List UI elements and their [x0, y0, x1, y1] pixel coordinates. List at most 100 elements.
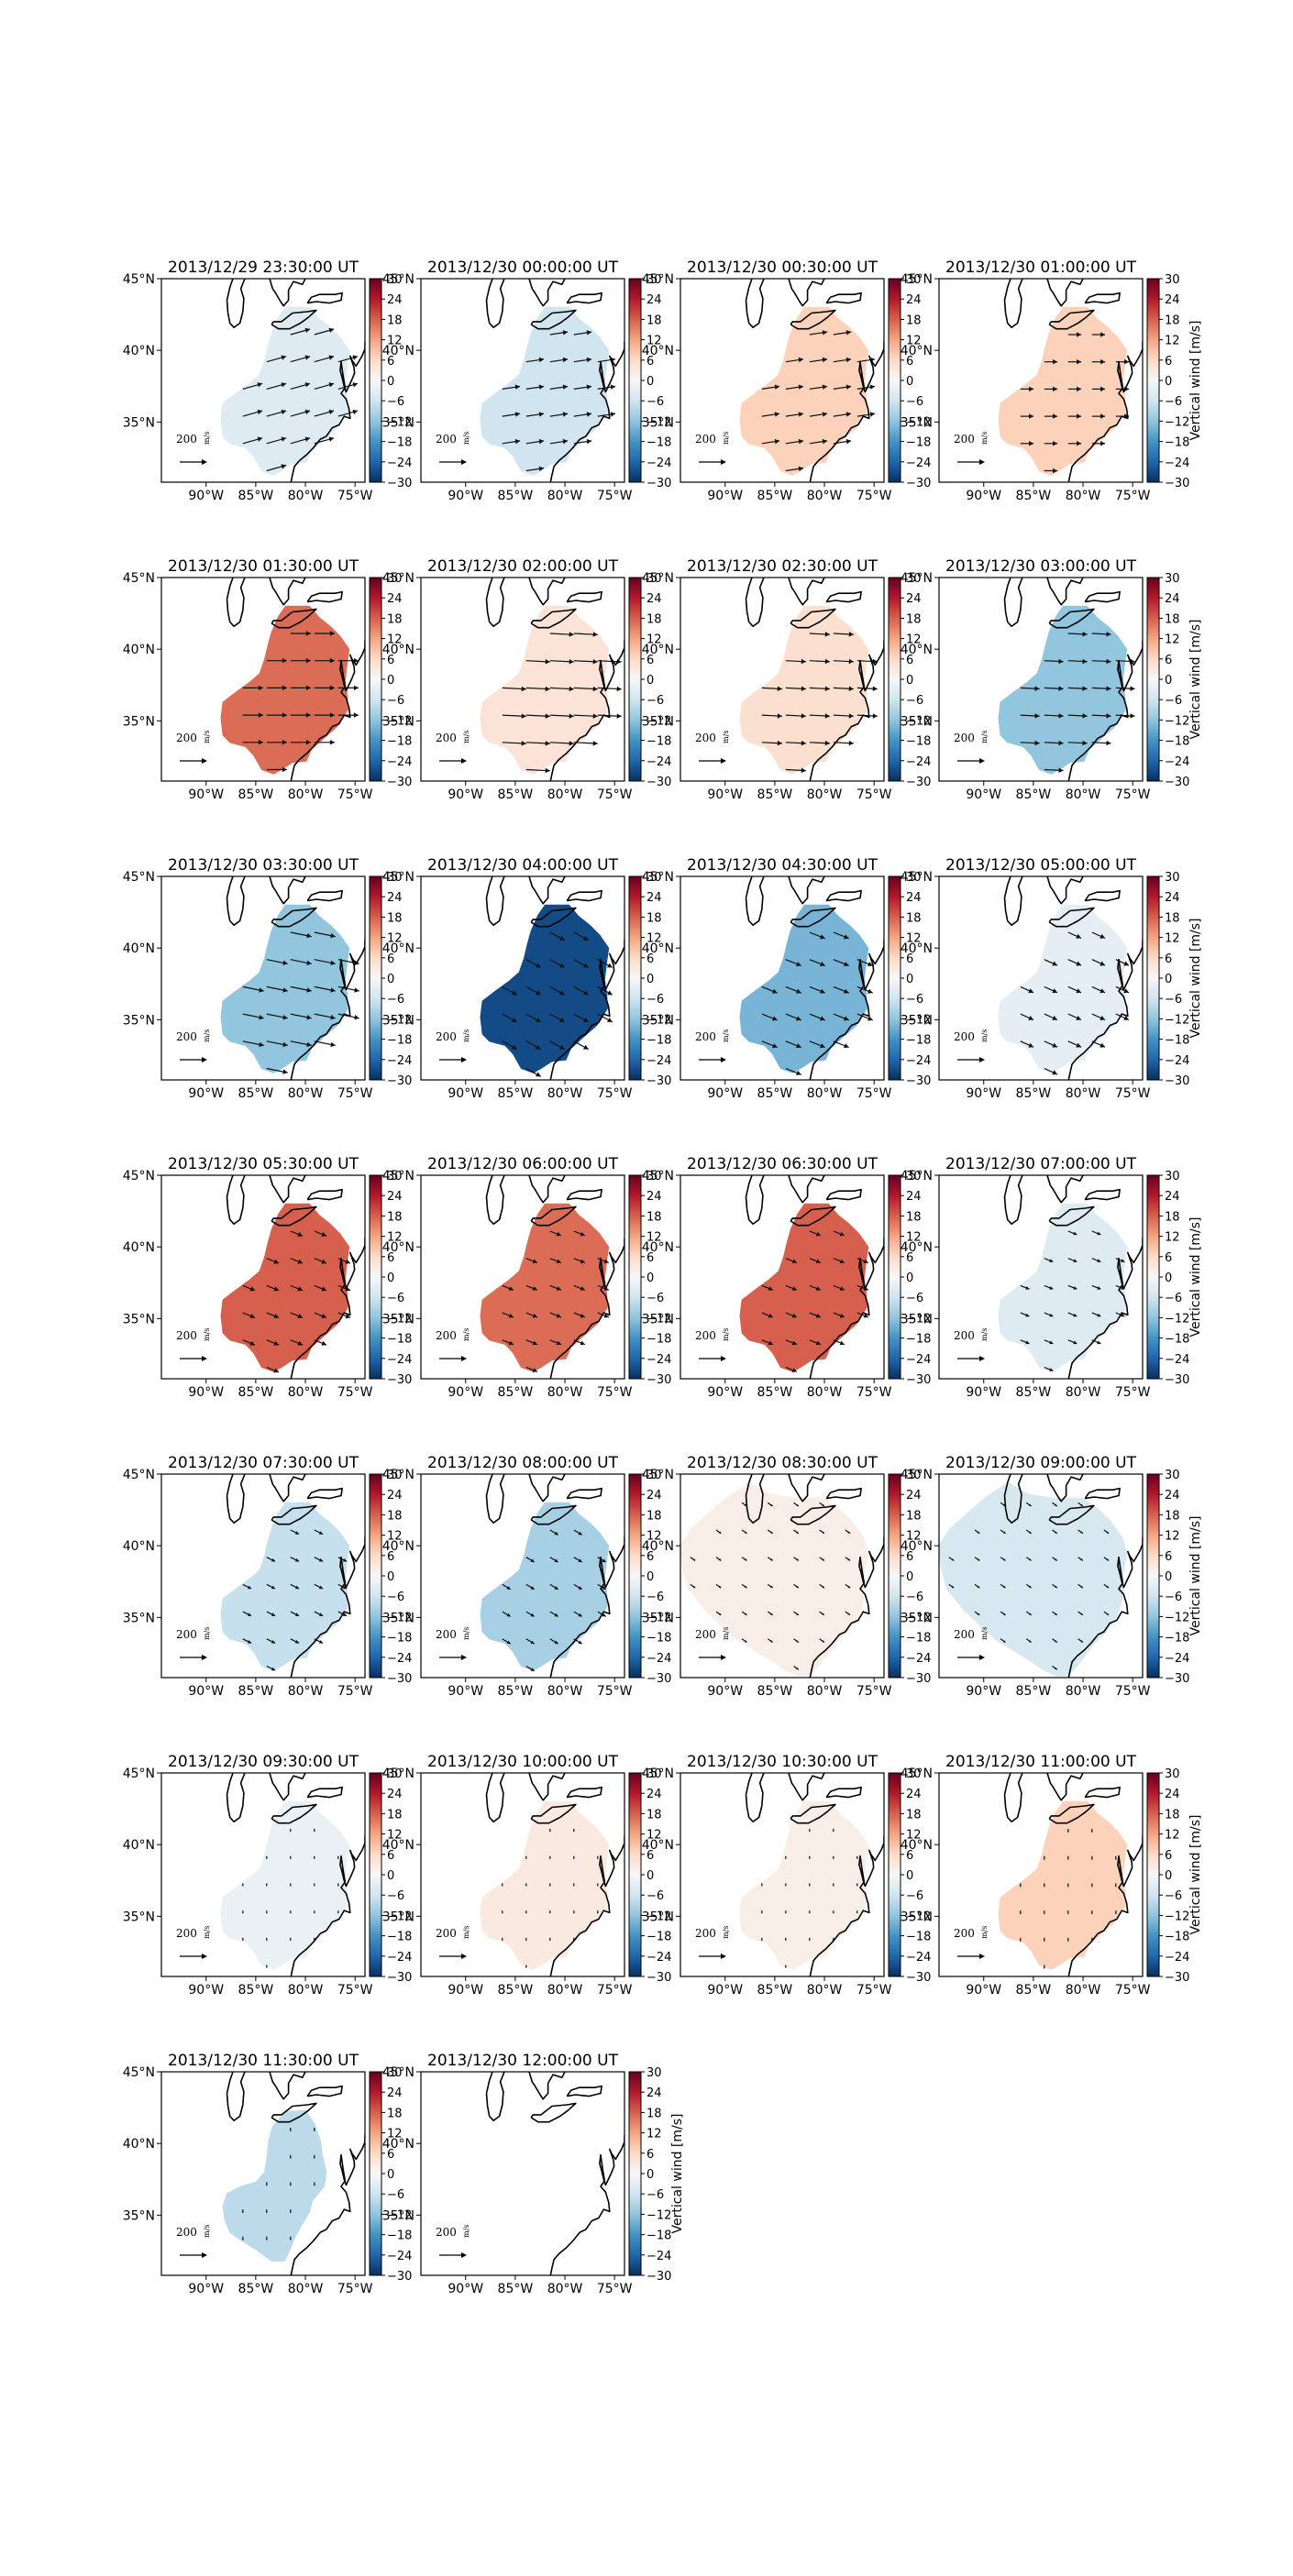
- wind-vector-head: [1106, 686, 1111, 691]
- wind-vector-head: [1123, 1015, 1129, 1020]
- wind-vector-head: [352, 355, 358, 360]
- wind-vector-head: [314, 1857, 315, 1859]
- colorbar-tick-label: 18: [387, 2107, 403, 2120]
- colorbar-tick-label: 6: [1165, 654, 1172, 667]
- map-panel-12: 2013/12/30 05:00:00 UT 200 m/s 90°W 85°W 80°W…: [901, 856, 1203, 1101]
- coastline: [788, 578, 825, 606]
- wind-vector-head: [770, 1613, 773, 1615]
- wind-vector-head: [318, 1613, 324, 1616]
- wind-vector-head: [863, 1313, 868, 1318]
- reference-arrow-head: [721, 1057, 726, 1062]
- lon-tick-label: 80°W: [1066, 1983, 1101, 1998]
- reference-arrow-label: 200: [954, 1329, 975, 1342]
- coastline: [485, 1773, 505, 1823]
- wind-vector-head: [1034, 713, 1040, 719]
- colorbar-tick-label: 6: [646, 1251, 654, 1265]
- lon-tick-label: 85°W: [1016, 1684, 1052, 1699]
- coastline: [790, 1504, 836, 1525]
- wind-vector-head: [258, 685, 263, 691]
- wind-vector-head: [583, 990, 589, 996]
- wind-vector-head: [329, 740, 335, 745]
- wind-vector-head: [796, 1531, 799, 1534]
- coastline: [1048, 907, 1095, 928]
- colorbar-tick-label: 12: [387, 2128, 403, 2141]
- wind-vector-head: [306, 932, 312, 939]
- wind-vector-head: [586, 357, 592, 363]
- lat-tick-label: 35°N: [123, 415, 155, 430]
- colorbar-tick-label: −18: [646, 1333, 671, 1347]
- coastline: [485, 1175, 505, 1226]
- wind-vector-head: [820, 1016, 825, 1021]
- wind-vector-head: [1130, 713, 1135, 719]
- colorbar-tick-label: 6: [906, 1849, 913, 1863]
- lon-tick-label: 85°W: [238, 1385, 274, 1400]
- wind-vector-head: [607, 1018, 613, 1022]
- wind-vector-head: [820, 962, 825, 967]
- map-frame: [680, 278, 885, 483]
- wind-vector-head: [844, 934, 849, 940]
- lon-tick-label: 90°W: [448, 489, 483, 503]
- wind-vector-head: [330, 960, 336, 965]
- wind-vector-head: [282, 685, 287, 691]
- lat-tick-label: 40°N: [382, 1240, 414, 1255]
- coastline: [1048, 1803, 1095, 1824]
- wind-vector-head: [1067, 1885, 1069, 1888]
- wind-vector-head: [839, 1340, 845, 1346]
- colorbar-tick-label: 6: [646, 952, 654, 966]
- colorbar-tick-label: −18: [387, 735, 412, 749]
- colorbar-tick-label: −18: [1165, 436, 1189, 450]
- reference-arrow-unit: m/s: [462, 1328, 470, 1341]
- wind-vector-head: [1052, 988, 1057, 994]
- wind-vector-head: [820, 934, 825, 940]
- wind-vector-head: [508, 1340, 514, 1346]
- coastline: [290, 341, 365, 482]
- coastline: [809, 1238, 884, 1379]
- wind-vector-head: [306, 960, 312, 965]
- wind-vector-head: [578, 1558, 582, 1562]
- wind-vectors: [502, 931, 613, 1077]
- reference-arrow-label: 200: [695, 1030, 716, 1043]
- reference-arrow: 200 m/s: [176, 1328, 211, 1361]
- lat-tick-label: 40°N: [123, 1539, 155, 1554]
- wind-vector-head: [549, 1939, 551, 1941]
- wind-vector-head: [1100, 1042, 1105, 1048]
- wind-vector-head: [314, 1831, 315, 1833]
- wind-vector-head: [271, 1667, 276, 1671]
- colorbar-tick-label: −18: [1165, 1034, 1189, 1048]
- map-frame: [680, 1473, 885, 1679]
- coastline: [485, 279, 505, 329]
- reference-arrow: 200 m/s: [176, 731, 211, 764]
- reference-arrow-label: 200: [954, 732, 975, 744]
- lon-tick-label: 85°W: [238, 2282, 274, 2296]
- colorbar-tick-label: 18: [646, 911, 662, 925]
- coastline: [306, 1786, 343, 1799]
- wind-vector-head: [796, 1503, 799, 1506]
- map-area: [220, 1773, 365, 1976]
- colorbar-tick-label: 0: [906, 375, 913, 389]
- colorbar-tick-label: 0: [906, 1271, 913, 1285]
- map-area: [480, 578, 624, 781]
- vertical-wind-field: [998, 1800, 1128, 1970]
- colorbar: 30 24 18 12 6 0 −6 −12 −18 −24 −30: [628, 1767, 671, 1985]
- map-frame: [420, 1174, 625, 1380]
- coastline: [271, 1205, 317, 1227]
- colorbar-tick-label: 18: [1165, 612, 1180, 626]
- coastline: [290, 1238, 365, 1379]
- wind-vector-head: [1082, 686, 1088, 691]
- vertical-wind-field: [480, 605, 610, 775]
- colorbar-tick-label: −24: [387, 2250, 412, 2263]
- lon-tick-label: 90°W: [448, 2282, 483, 2296]
- colorbar-tick-label: −6: [906, 1889, 923, 1903]
- panel-title: 2013/12/30 09:00:00 UT: [945, 1454, 1137, 1472]
- wind-vector-head: [839, 1313, 845, 1318]
- lat-tick-label: 40°N: [901, 1838, 933, 1853]
- wind-vector-head: [506, 1640, 511, 1645]
- colorbar-tick-label: 30: [646, 871, 662, 885]
- wind-vector-head: [532, 1286, 537, 1291]
- colorbar-tick-label: −30: [1165, 477, 1189, 490]
- colorbar-tick-label: −30: [646, 477, 671, 490]
- coastline: [1046, 876, 1084, 905]
- wind-vector-head: [796, 1640, 799, 1643]
- vertical-wind-field: [739, 1800, 869, 1970]
- wind-vector-head: [1097, 1259, 1101, 1262]
